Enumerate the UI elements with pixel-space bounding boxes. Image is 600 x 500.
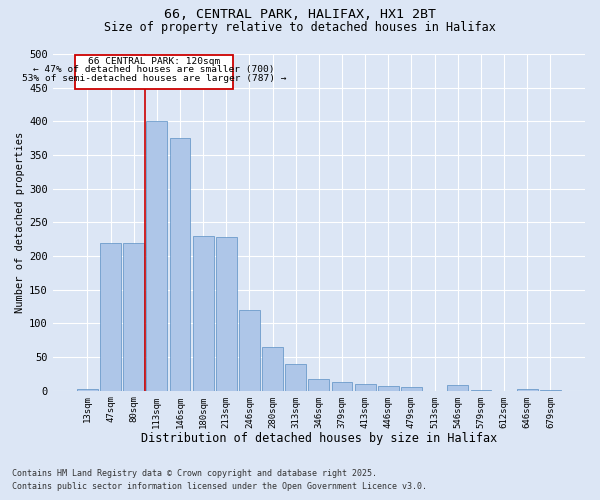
Bar [216,237,237,390]
Bar [170,138,190,390]
Bar [74,54,233,89]
Bar [308,378,329,390]
Text: 66, CENTRAL PARK, HALIFAX, HX1 2BT: 66, CENTRAL PARK, HALIFAX, HX1 2BT [164,8,436,20]
Bar [332,382,352,390]
Text: Size of property relative to detached houses in Halifax: Size of property relative to detached ho… [104,21,496,34]
Bar [146,122,167,390]
Y-axis label: Number of detached properties: Number of detached properties [15,132,25,313]
Bar [355,384,376,390]
Bar [378,386,399,390]
Text: 66 CENTRAL PARK: 120sqm: 66 CENTRAL PARK: 120sqm [88,58,220,66]
X-axis label: Distribution of detached houses by size in Halifax: Distribution of detached houses by size … [141,432,497,445]
Bar [401,388,422,390]
Bar [100,242,121,390]
Bar [77,388,98,390]
Text: Contains HM Land Registry data © Crown copyright and database right 2025.: Contains HM Land Registry data © Crown c… [12,468,377,477]
Text: ← 47% of detached houses are smaller (700): ← 47% of detached houses are smaller (70… [33,66,275,74]
Bar [123,242,144,390]
Bar [262,347,283,391]
Text: 53% of semi-detached houses are larger (787) →: 53% of semi-detached houses are larger (… [22,74,286,82]
Bar [193,236,214,390]
Bar [448,386,468,390]
Bar [286,364,306,390]
Text: Contains public sector information licensed under the Open Government Licence v3: Contains public sector information licen… [12,482,427,491]
Bar [239,310,260,390]
